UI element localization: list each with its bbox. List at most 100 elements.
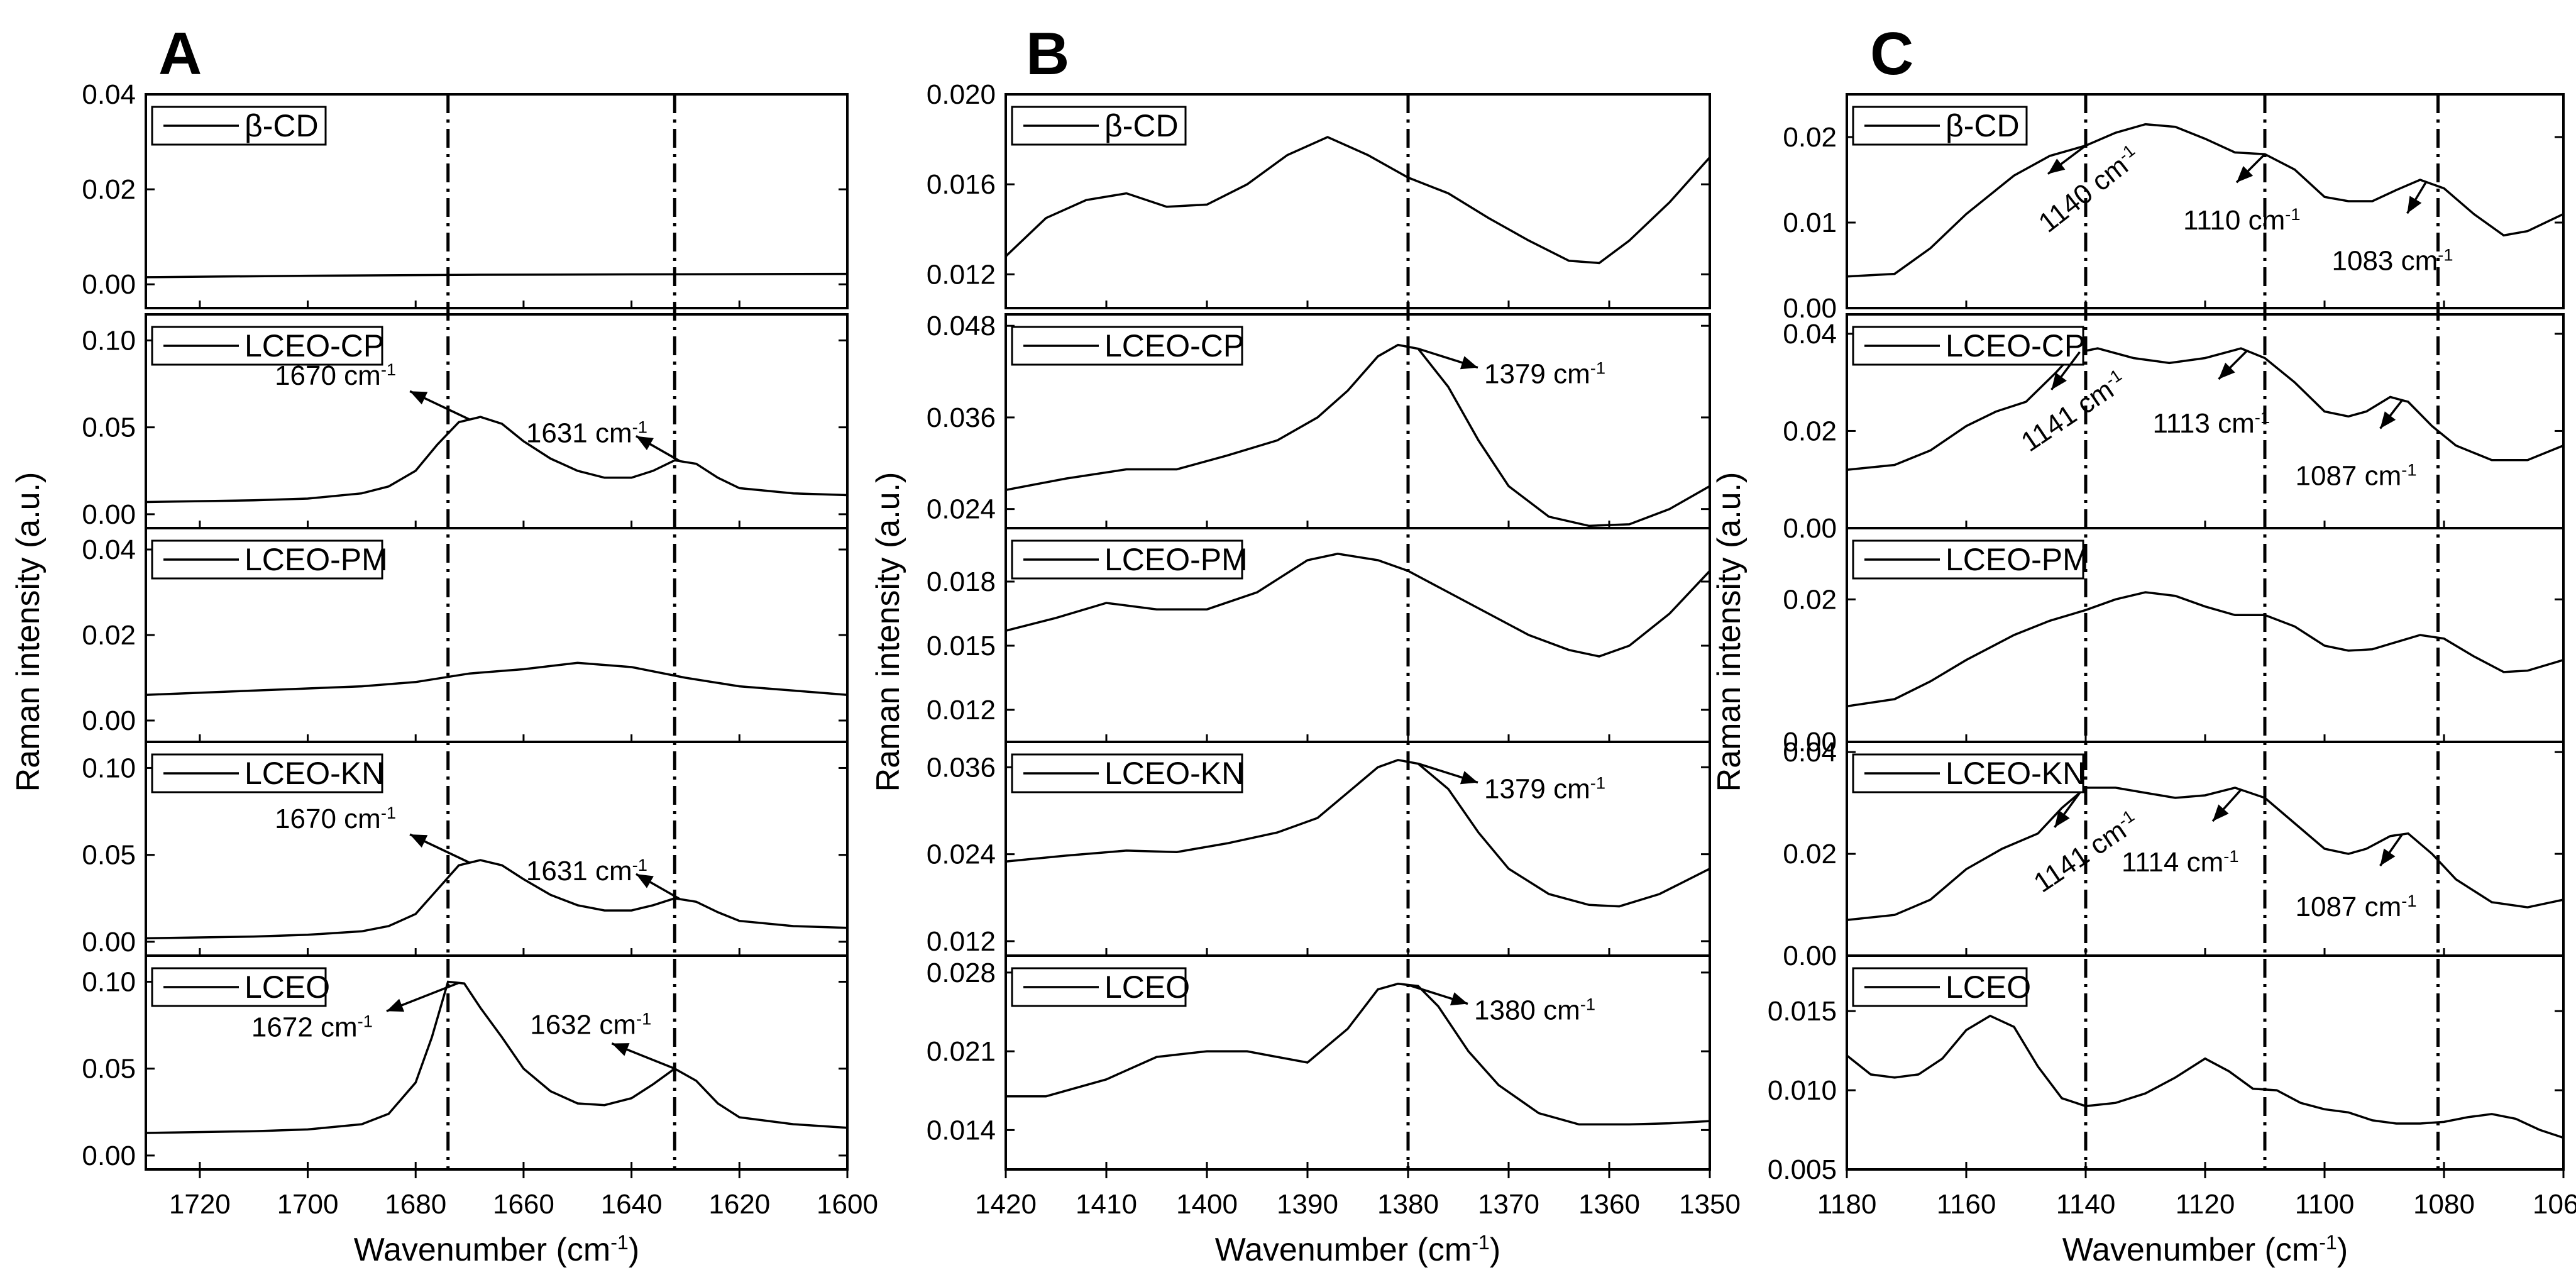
series-line bbox=[145, 980, 848, 1134]
x-tick-label: 1360 bbox=[1578, 1189, 1640, 1220]
y-tick-label: 0.02 bbox=[82, 620, 136, 651]
x-tick-label: 1420 bbox=[975, 1189, 1037, 1220]
legend-label: LCEO-PM bbox=[245, 542, 388, 577]
y-tick-label: 0.00 bbox=[1783, 941, 1837, 971]
x-tick-label: 1140 bbox=[2056, 1189, 2116, 1220]
annotation-label: 1141 cm-1 bbox=[2015, 365, 2132, 458]
annotation-label: 1379 cm-1 bbox=[1484, 358, 1605, 390]
x-tick-label: 1080 bbox=[2413, 1189, 2475, 1220]
y-tick-label: 0.10 bbox=[82, 753, 136, 783]
y-tick-label: 0.05 bbox=[82, 412, 136, 443]
x-tick-label: 1410 bbox=[1076, 1189, 1137, 1220]
y-tick-label: 0.02 bbox=[1783, 839, 1837, 870]
subplot-lceo: 0.005 0.010 0.015 LCEO bbox=[1768, 954, 2565, 1185]
subplot-lceo-kn: 0.00 0.05 0.10 LCEO-KN 1670 cm-1 1631 cm-1 bbox=[82, 741, 849, 958]
subplot-lceo-pm: 0.00 0.02 LCEO-PM bbox=[1783, 527, 2565, 758]
y-tick-label: 0.024 bbox=[927, 839, 996, 870]
legend-label: LCEO-KN bbox=[1104, 756, 1244, 791]
panel-label: B bbox=[1026, 20, 1069, 87]
annotation-arrowhead bbox=[2213, 804, 2229, 822]
y-axis-label: Raman intensity (a.u.) bbox=[10, 472, 47, 792]
annotation-label: 1670 cm-1 bbox=[275, 360, 396, 392]
x-axis-label: Wavenumber (cm-1) bbox=[1215, 1231, 1500, 1268]
x-tick-label: 1060 bbox=[2533, 1189, 2576, 1220]
y-tick-label: 0.016 bbox=[927, 169, 996, 200]
y-tick-label: 0.05 bbox=[82, 1054, 136, 1085]
annotation-label: 1140 cm-1 bbox=[2032, 140, 2146, 239]
x-tick-label: 1380 bbox=[1377, 1189, 1439, 1220]
annotation-label: 1113 cm-1 bbox=[2153, 407, 2270, 439]
y-tick-label: 0.00 bbox=[82, 499, 136, 530]
x-tick-label: 1160 bbox=[1937, 1189, 1996, 1220]
legend-label: LCEO bbox=[245, 969, 330, 1005]
y-tick-label: 0.04 bbox=[82, 534, 136, 565]
annotation-arrowhead bbox=[410, 834, 428, 848]
x-tick-label: 1720 bbox=[169, 1189, 231, 1220]
annotation-label: 1110 cm-1 bbox=[2183, 204, 2300, 236]
annotation-arrowhead bbox=[2054, 810, 2070, 827]
x-tick-label: 1700 bbox=[277, 1189, 339, 1220]
subplot-frame bbox=[145, 93, 849, 309]
annotation-arrowhead bbox=[2048, 158, 2066, 174]
y-tick-label: 0.024 bbox=[927, 494, 996, 525]
y-tick-label: 0.012 bbox=[927, 259, 996, 290]
legend-label: LCEO-CP bbox=[245, 328, 384, 363]
annotation-arrowhead bbox=[386, 998, 405, 1012]
y-tick-label: 0.01 bbox=[1783, 207, 1837, 238]
annotation-arrowhead bbox=[2407, 196, 2422, 214]
y-tick-label: 0.005 bbox=[1768, 1154, 1837, 1185]
subplot--cd: 0.012 0.016 0.020 β-CD bbox=[927, 79, 1711, 309]
y-tick-label: 0.00 bbox=[1783, 293, 1837, 324]
series-line bbox=[1846, 591, 2564, 708]
subplot-lceo-cp: 0.024 0.036 0.048 LCEO-CP 1379 cm-1 bbox=[927, 311, 1711, 529]
x-tick-label: 1680 bbox=[385, 1189, 446, 1220]
panel-A: A0.000.020.04β-CD0.000.050.10 LCEO-CP1670… bbox=[10, 20, 878, 1268]
panel-label: C bbox=[1870, 20, 1913, 87]
series-line bbox=[1846, 787, 2564, 922]
y-tick-label: 0.00 bbox=[82, 269, 136, 300]
annotation-label: 1631 cm-1 bbox=[526, 855, 647, 887]
y-tick-label: 0.036 bbox=[927, 752, 996, 783]
y-tick-label: 0.00 bbox=[1783, 727, 1837, 758]
y-tick-label: 0.04 bbox=[1783, 319, 1837, 350]
x-tick-label: 1600 bbox=[817, 1189, 878, 1220]
y-tick-label: 0.10 bbox=[82, 966, 136, 997]
subplot--cd: 0.00 0.02 0.04 β-CD bbox=[82, 79, 849, 309]
x-tick-label: 1640 bbox=[601, 1189, 663, 1220]
annotation-arrowhead bbox=[1460, 356, 1478, 370]
y-axis-label: Raman intensity (a.u.) bbox=[1711, 472, 1748, 792]
y-tick-label: 0.012 bbox=[927, 926, 996, 957]
series-line bbox=[145, 859, 848, 940]
y-tick-label: 0.00 bbox=[82, 927, 136, 958]
series-line bbox=[1005, 758, 1710, 908]
series-line bbox=[1846, 1014, 2564, 1139]
subplot--cd: 0.00 0.01 0.02 β-CD 1140 cm-1 1110 cm-1 1083 c… bbox=[1783, 93, 2565, 324]
legend-label: LCEO-PM bbox=[1946, 542, 2089, 577]
legend-label: LCEO-CP bbox=[1104, 328, 1244, 363]
y-tick-label: 0.00 bbox=[1783, 513, 1837, 544]
annotation-arrowhead bbox=[1450, 992, 1468, 1006]
annotation-label: 1114 cm-1 bbox=[2122, 846, 2238, 878]
annotation-arrowhead bbox=[2237, 166, 2254, 183]
annotation-arrowhead bbox=[636, 874, 654, 888]
series-line bbox=[1846, 347, 2564, 472]
series-line bbox=[1005, 136, 1711, 265]
panel-B: B 0.012 0.016 0.020 β-CD 0.024 0.036 0.048 LCEO-… bbox=[870, 20, 1741, 1268]
annotation-label: 1631 cm-1 bbox=[526, 417, 647, 449]
y-tick-label: 0.021 bbox=[927, 1036, 996, 1067]
legend-label: LCEO-CP bbox=[1946, 328, 2085, 363]
legend-label: β-CD bbox=[245, 108, 319, 143]
legend-label: LCEO-KN bbox=[1946, 756, 2085, 791]
subplot-frame bbox=[1005, 954, 1711, 1171]
panel-label: A bbox=[158, 20, 202, 87]
subplot-lceo: 0.00 0.05 0.10 LCEO 1672 cm-1 1632 cm-1 bbox=[82, 954, 849, 1171]
x-tick-label: 1370 bbox=[1478, 1189, 1539, 1220]
series-line bbox=[145, 416, 848, 504]
y-tick-label: 0.018 bbox=[927, 566, 996, 597]
y-tick-label: 0.05 bbox=[82, 840, 136, 871]
subplot-lceo-pm: 0.012 0.015 0.018 LCEO-PM bbox=[927, 527, 1711, 743]
series-line bbox=[1005, 343, 1710, 528]
y-tick-label: 0.02 bbox=[1783, 584, 1837, 615]
